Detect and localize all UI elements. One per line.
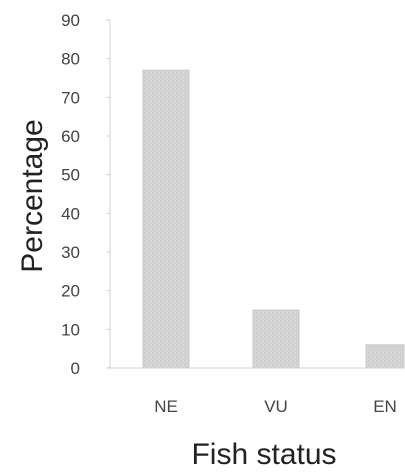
y-axis: 0 10 20 30 40 50 60 70 80 90 bbox=[61, 11, 111, 378]
y-tick-label: 80 bbox=[61, 50, 80, 69]
bar-vu bbox=[252, 309, 300, 369]
y-tick-label: 30 bbox=[61, 243, 80, 262]
x-tick-label: NE bbox=[154, 397, 178, 416]
y-tick-label: 70 bbox=[61, 88, 80, 107]
bars bbox=[142, 69, 405, 369]
bar-en bbox=[365, 344, 405, 369]
x-axis-title: Fish status bbox=[191, 438, 336, 471]
y-tick-label: 60 bbox=[61, 127, 80, 146]
y-axis-title: Percentage bbox=[16, 119, 49, 272]
x-axis: NE VU EN bbox=[110, 367, 400, 416]
y-tick-label: 20 bbox=[61, 282, 80, 301]
x-tick-label: EN bbox=[373, 397, 397, 416]
y-tick-label: 10 bbox=[61, 320, 80, 339]
x-tick-label: VU bbox=[264, 397, 288, 416]
y-tick-label: 90 bbox=[61, 11, 80, 30]
y-tick-label: 50 bbox=[61, 166, 80, 185]
y-tick-label: 40 bbox=[61, 204, 80, 223]
y-tick-label: 0 bbox=[71, 359, 80, 378]
bar-ne bbox=[142, 69, 190, 369]
